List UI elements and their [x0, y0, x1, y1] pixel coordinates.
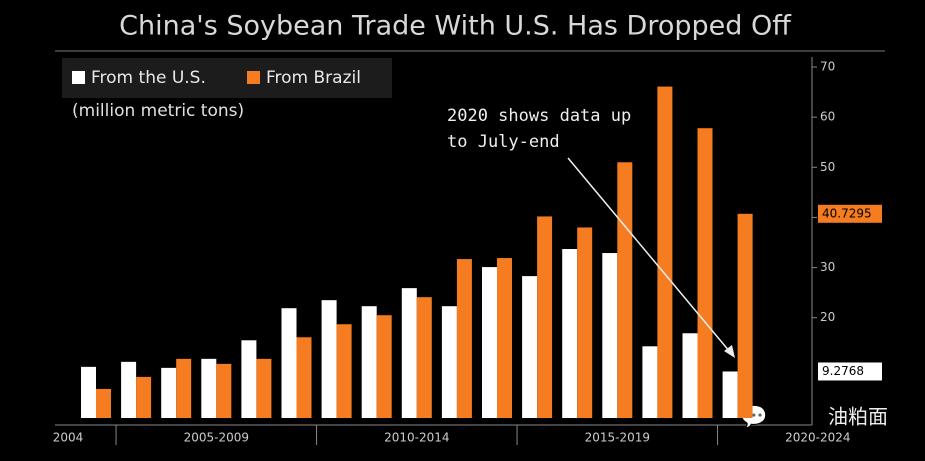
bar [497, 258, 512, 418]
bar [136, 376, 152, 418]
bar [336, 324, 352, 418]
annotation-line: 2020 shows data up [447, 106, 631, 126]
x-period-label: 2015-2019 [585, 431, 650, 445]
y-tick-label: 20 [820, 310, 835, 324]
bar [682, 333, 698, 418]
bar [617, 162, 633, 418]
legend-swatch [247, 71, 260, 84]
y-tick-label: 30 [820, 260, 835, 274]
annotation-arrow [567, 157, 731, 353]
annotation: 2020 shows data up to July-end [447, 106, 631, 152]
bar [176, 358, 192, 418]
legend-label: From Brazil [266, 68, 361, 88]
value-label: 9.2768 [822, 364, 864, 378]
bar [602, 253, 618, 418]
bar [522, 276, 538, 418]
bar [657, 86, 673, 419]
legend-box [62, 58, 392, 98]
bar [562, 249, 578, 418]
value-label: 40.7295 [822, 206, 872, 220]
x-period-label: 2020-2024 [785, 431, 850, 445]
bar [577, 227, 593, 418]
bar [416, 297, 432, 418]
bar [401, 288, 417, 418]
bar [296, 337, 312, 418]
subtitle: (million metric tons) [72, 101, 244, 121]
bar [161, 367, 177, 418]
bar [241, 340, 257, 418]
annotation-line: to July-end [447, 132, 560, 152]
bar [456, 259, 472, 418]
bar [321, 300, 337, 418]
chart-title: China's Soybean Trade With U.S. Has Drop… [119, 11, 792, 42]
bar [722, 371, 738, 418]
bar [121, 361, 137, 418]
bar [482, 267, 497, 418]
x-period-label: 2005-2009 [184, 431, 249, 445]
bar [737, 213, 753, 418]
bar [537, 216, 553, 418]
x-period-label: 2010-2014 [384, 431, 449, 445]
y-tick-label: 60 [820, 110, 835, 124]
bar [281, 308, 297, 418]
x-period-label: 2004 [53, 431, 84, 445]
arrow-head [724, 345, 735, 358]
bar [81, 366, 96, 418]
y-tick-label: 50 [820, 160, 835, 174]
y-tick-label: 70 [820, 60, 835, 74]
bar [376, 315, 392, 418]
bar [697, 128, 713, 419]
value-badge [818, 204, 882, 223]
bar [201, 358, 217, 418]
bar [441, 306, 457, 418]
legend-label: From the U.S. [91, 68, 206, 88]
legend-swatch [72, 71, 85, 84]
bar [96, 388, 111, 418]
bar [256, 358, 272, 418]
bar [642, 346, 658, 418]
bar [361, 306, 377, 418]
value-badge [818, 362, 882, 381]
watermark: 油粕面 [828, 405, 888, 429]
bar [216, 363, 232, 418]
